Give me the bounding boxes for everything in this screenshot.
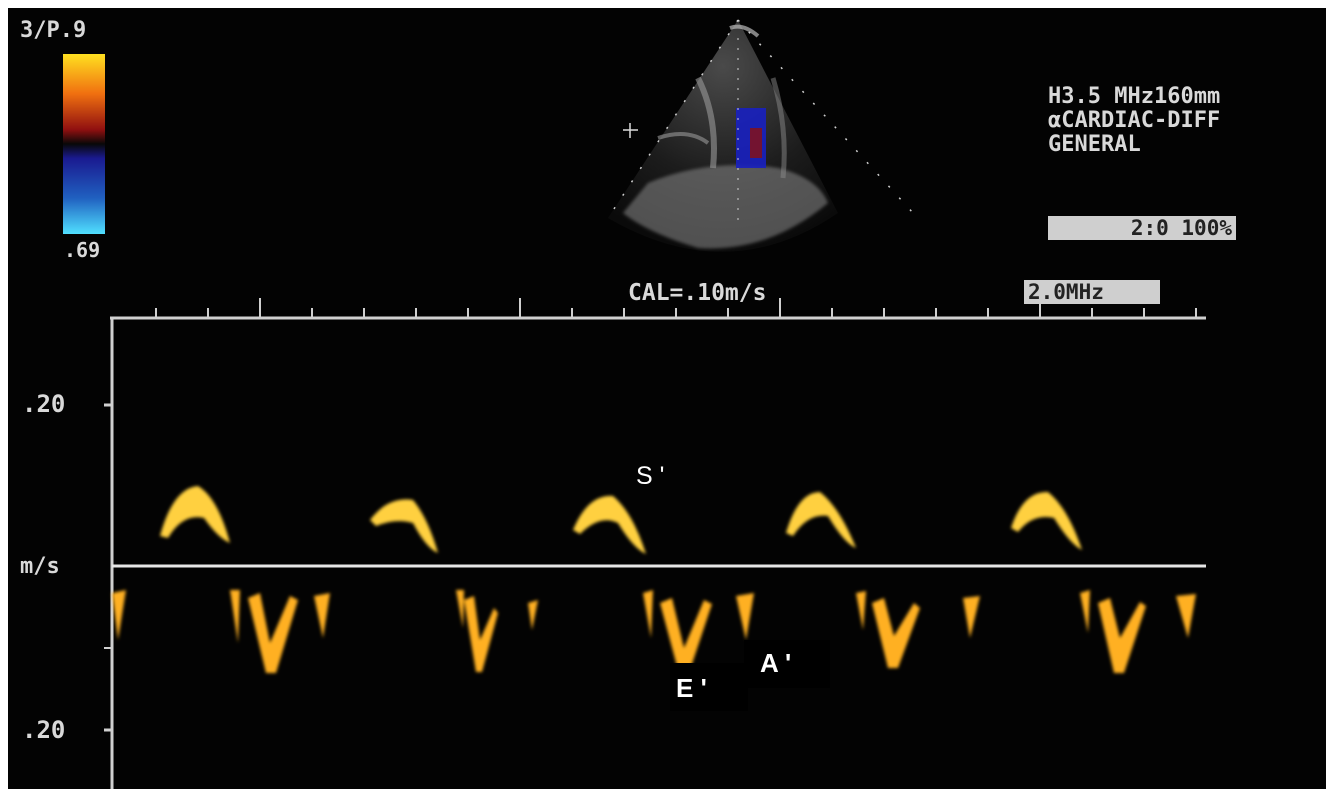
lower-velocity-tick-label: .20 (22, 716, 66, 744)
probe-setting-line: H3.5 MHz160mm (1048, 84, 1221, 109)
time-scale-axis (104, 298, 1206, 789)
velocity-unit-label: m/s (20, 554, 60, 579)
frequency-box: 2.0MHz (1024, 280, 1160, 304)
a-prime-label: A ' (760, 648, 792, 678)
upper-velocity-tick-label: .20 (22, 390, 66, 418)
zoom-box: 2:0 100% (1048, 216, 1236, 240)
e-prime-label: E ' (676, 673, 707, 703)
s-prime-label: S ' (636, 462, 665, 490)
color-velocity-bar (63, 54, 105, 234)
a-prime-label-box (744, 640, 830, 688)
e-prime-label-box (670, 663, 748, 711)
ultrasound-screen: 3/P.9 .69 H3.5 MHz160mm αCARDIAC-DIFF GE… (8, 8, 1326, 789)
echo-sector-image (607, 19, 914, 252)
e-a-prime-waves (112, 590, 1196, 673)
doppler-display (63, 19, 1206, 789)
colorbar-top-label: 3/P.9 (20, 18, 87, 43)
preset-setting-line: αCARDIAC-DIFF (1048, 108, 1221, 133)
calibration-label: CAL=.10m/s (628, 280, 767, 306)
mode-setting-line: GENERAL (1048, 132, 1141, 157)
colorbar-bottom-label: .69 (64, 238, 101, 262)
s-prime-waves (160, 486, 1082, 554)
